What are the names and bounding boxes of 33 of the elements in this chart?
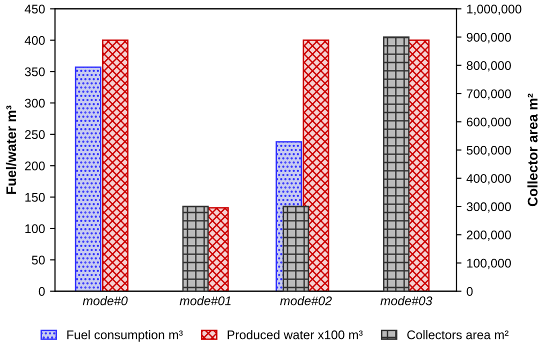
x-tick-label: mode#03 [380,296,432,306]
legend-label: Fuel consumption m³ [67,330,183,342]
y2-tick-label: 600,000 [466,118,511,128]
y-tick-label: 200 [25,162,45,170]
y-tick-label: 150 [25,192,45,202]
bar [102,40,128,292]
y-tick-label: 50 [32,256,45,264]
x-tick-label: mode#02 [280,296,332,306]
y2-tick-label: 400,000 [466,174,511,184]
bar [302,40,330,292]
legend-label: Collectors area m² [407,330,509,340]
x-tick-label: mode#01 [180,296,231,306]
y-tick-label: 400 [24,36,45,45]
y2-tick-label: 200,000 [466,230,511,241]
legend-label: Produced water x100 m³ [228,330,363,340]
y2-tick-label: 0 [466,287,473,296]
y2-tick-label: 100,000 [467,258,511,270]
y2-tick-label: 500,000 [466,146,511,156]
y-tick-label: 300 [24,98,45,108]
y2-tick-label: 1,000,000 [467,4,522,15]
x-tick-label: mode#0 [82,296,128,306]
y-tick-label: 350 [24,67,45,76]
y2-tick-label: 300,000 [466,202,511,213]
y-tick-label: 100 [25,224,45,234]
y2-tick-label: 900,000 [466,32,511,44]
y-tick-label: 250 [25,130,45,139]
y2-axis-title: Collector area m² [527,94,538,206]
y-axis-title: Fuel/water m³ [6,106,16,194]
y-tick-label: 450 [24,4,45,14]
y2-tick-label: 800,000 [466,61,511,72]
bar [74,66,102,292]
y2-tick-label: 700,000 [466,89,511,100]
y-tick-label: 0 [38,287,45,296]
